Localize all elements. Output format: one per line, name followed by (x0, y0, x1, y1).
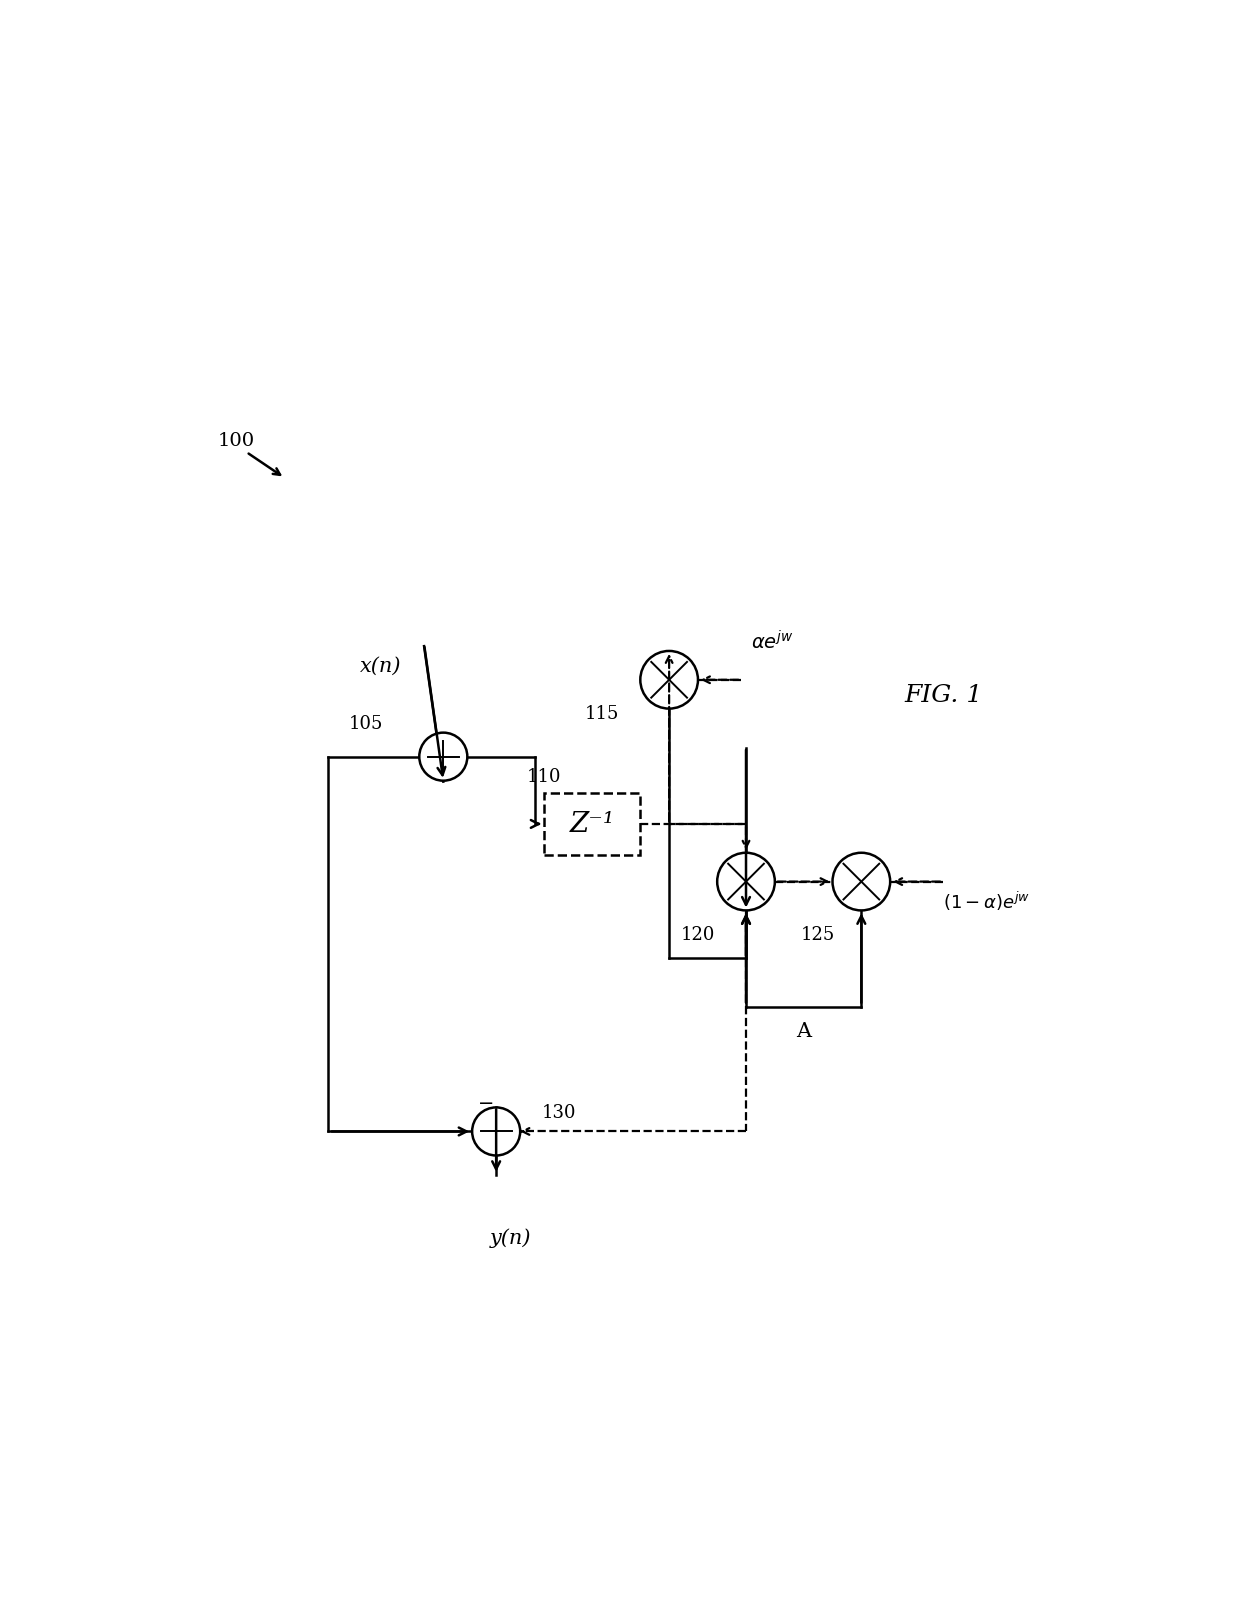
Text: 105: 105 (350, 714, 383, 732)
Text: $\alpha e^{jw}$: $\alpha e^{jw}$ (751, 630, 794, 654)
Text: 110: 110 (527, 768, 562, 786)
Text: Z⁻¹: Z⁻¹ (569, 812, 615, 837)
Text: 115: 115 (585, 704, 619, 722)
Circle shape (640, 651, 698, 709)
Text: −: − (479, 1094, 495, 1112)
Text: 130: 130 (542, 1104, 575, 1121)
Text: $(1-\alpha)e^{jw}$: $(1-\alpha)e^{jw}$ (942, 889, 1030, 912)
Circle shape (419, 734, 467, 781)
Text: FIG. 1: FIG. 1 (904, 683, 982, 706)
Circle shape (832, 854, 890, 911)
Text: 100: 100 (218, 432, 255, 450)
Text: x(n): x(n) (360, 656, 402, 675)
Circle shape (717, 854, 775, 911)
Text: 125: 125 (801, 925, 836, 945)
Text: A: A (796, 1021, 811, 1040)
Circle shape (472, 1109, 521, 1156)
Bar (544, 794, 640, 855)
Text: 120: 120 (681, 925, 715, 945)
Text: y(n): y(n) (490, 1227, 531, 1248)
